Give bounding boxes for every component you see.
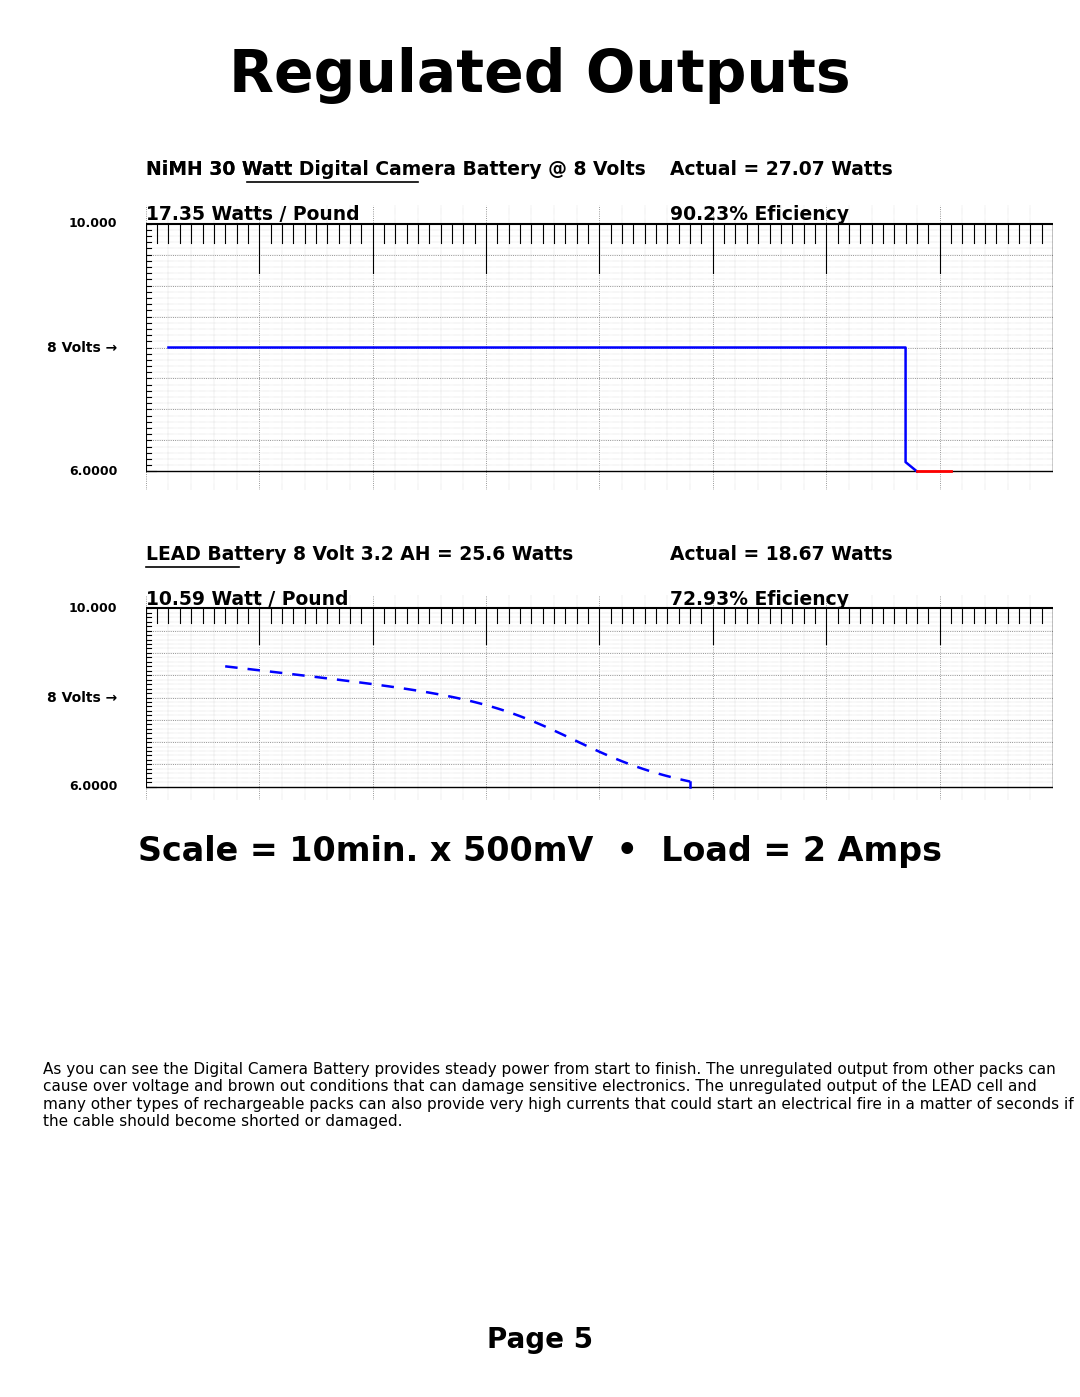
- Text: NiMH 30 Watt Digital Camera Battery @ 8 Volts: NiMH 30 Watt Digital Camera Battery @ 8 …: [146, 161, 646, 179]
- Text: Scale = 10min. x 500mV  •  Load = 2 Amps: Scale = 10min. x 500mV • Load = 2 Amps: [138, 835, 942, 868]
- Text: 10.59 Watt / Pound: 10.59 Watt / Pound: [146, 590, 348, 609]
- Text: 10.000: 10.000: [69, 602, 118, 615]
- Text: 6.0000: 6.0000: [69, 780, 118, 793]
- Text: 8 Volts →: 8 Volts →: [48, 690, 118, 704]
- Text: Actual = 18.67 Watts: Actual = 18.67 Watts: [670, 545, 892, 564]
- Text: NiMH 30 Watt: NiMH 30 Watt: [146, 161, 298, 179]
- Text: 72.93% Eficiency: 72.93% Eficiency: [670, 590, 849, 609]
- Text: LEAD Battery 8 Volt 3.2 AH = 25.6 Watts: LEAD Battery 8 Volt 3.2 AH = 25.6 Watts: [146, 545, 573, 564]
- Text: 17.35 Watts / Pound: 17.35 Watts / Pound: [146, 205, 360, 224]
- Text: 90.23% Eficiency: 90.23% Eficiency: [670, 205, 849, 224]
- Text: Regulated Outputs: Regulated Outputs: [229, 46, 851, 103]
- Text: 8 Volts →: 8 Volts →: [48, 341, 118, 355]
- Text: 10.000: 10.000: [69, 217, 118, 231]
- Text: As you can see the Digital Camera Battery provides steady power from start to fi: As you can see the Digital Camera Batter…: [43, 1062, 1074, 1129]
- Text: Actual = 27.07 Watts: Actual = 27.07 Watts: [670, 161, 892, 179]
- Text: Page 5: Page 5: [487, 1326, 593, 1354]
- Text: 6.0000: 6.0000: [69, 465, 118, 478]
